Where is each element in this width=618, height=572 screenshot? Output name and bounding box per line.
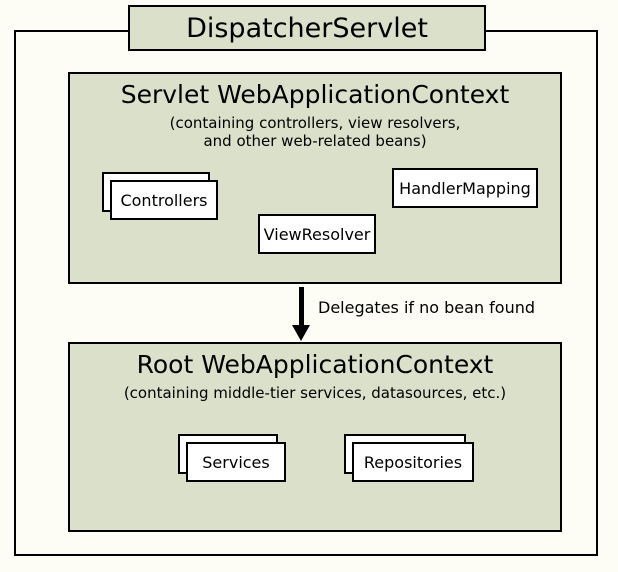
root-context-title: Root WebApplicationContext xyxy=(70,350,560,379)
view-resolver-box: ViewResolver xyxy=(258,214,376,254)
delegate-arrow-line xyxy=(299,287,304,327)
controllers-box: Controllers xyxy=(110,180,218,220)
servlet-context-box: Servlet WebApplicationContext (containin… xyxy=(68,72,562,284)
dispatcher-label-text: DispatcherServlet xyxy=(186,13,428,44)
root-context-box: Root WebApplicationContext (containing m… xyxy=(68,342,562,532)
root-context-sub: (containing middle-tier services, dataso… xyxy=(70,384,560,402)
servlet-context-sub2: and other web-related beans) xyxy=(70,132,560,150)
dispatcher-servlet-box-border: DispatcherServlet xyxy=(128,5,486,51)
handler-mapping-box: HandlerMapping xyxy=(392,168,538,208)
diagram-canvas: DispatcherServlet DispatcherServlet Serv… xyxy=(0,0,618,572)
repositories-box: Repositories xyxy=(352,442,474,482)
delegate-arrow-label: Delegates if no bean found xyxy=(318,298,535,317)
servlet-context-sub1: (containing controllers, view resolvers, xyxy=(70,114,560,132)
delegate-arrow-head xyxy=(292,325,310,341)
services-box: Services xyxy=(186,442,286,482)
servlet-context-title: Servlet WebApplicationContext xyxy=(70,80,560,109)
